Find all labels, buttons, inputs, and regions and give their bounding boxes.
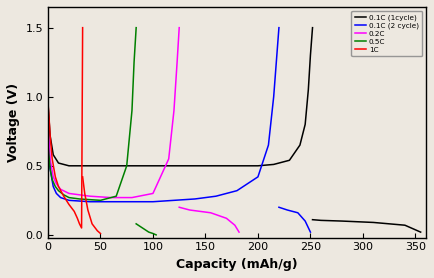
Y-axis label: Voltage (V): Voltage (V)	[7, 83, 20, 162]
Legend: 0.1C (1cycle), 0.1C (2 cycle), 0.2C, 0.5C, 1C: 0.1C (1cycle), 0.1C (2 cycle), 0.2C, 0.5…	[352, 11, 422, 56]
X-axis label: Capacity (mAh/g): Capacity (mAh/g)	[176, 258, 298, 271]
